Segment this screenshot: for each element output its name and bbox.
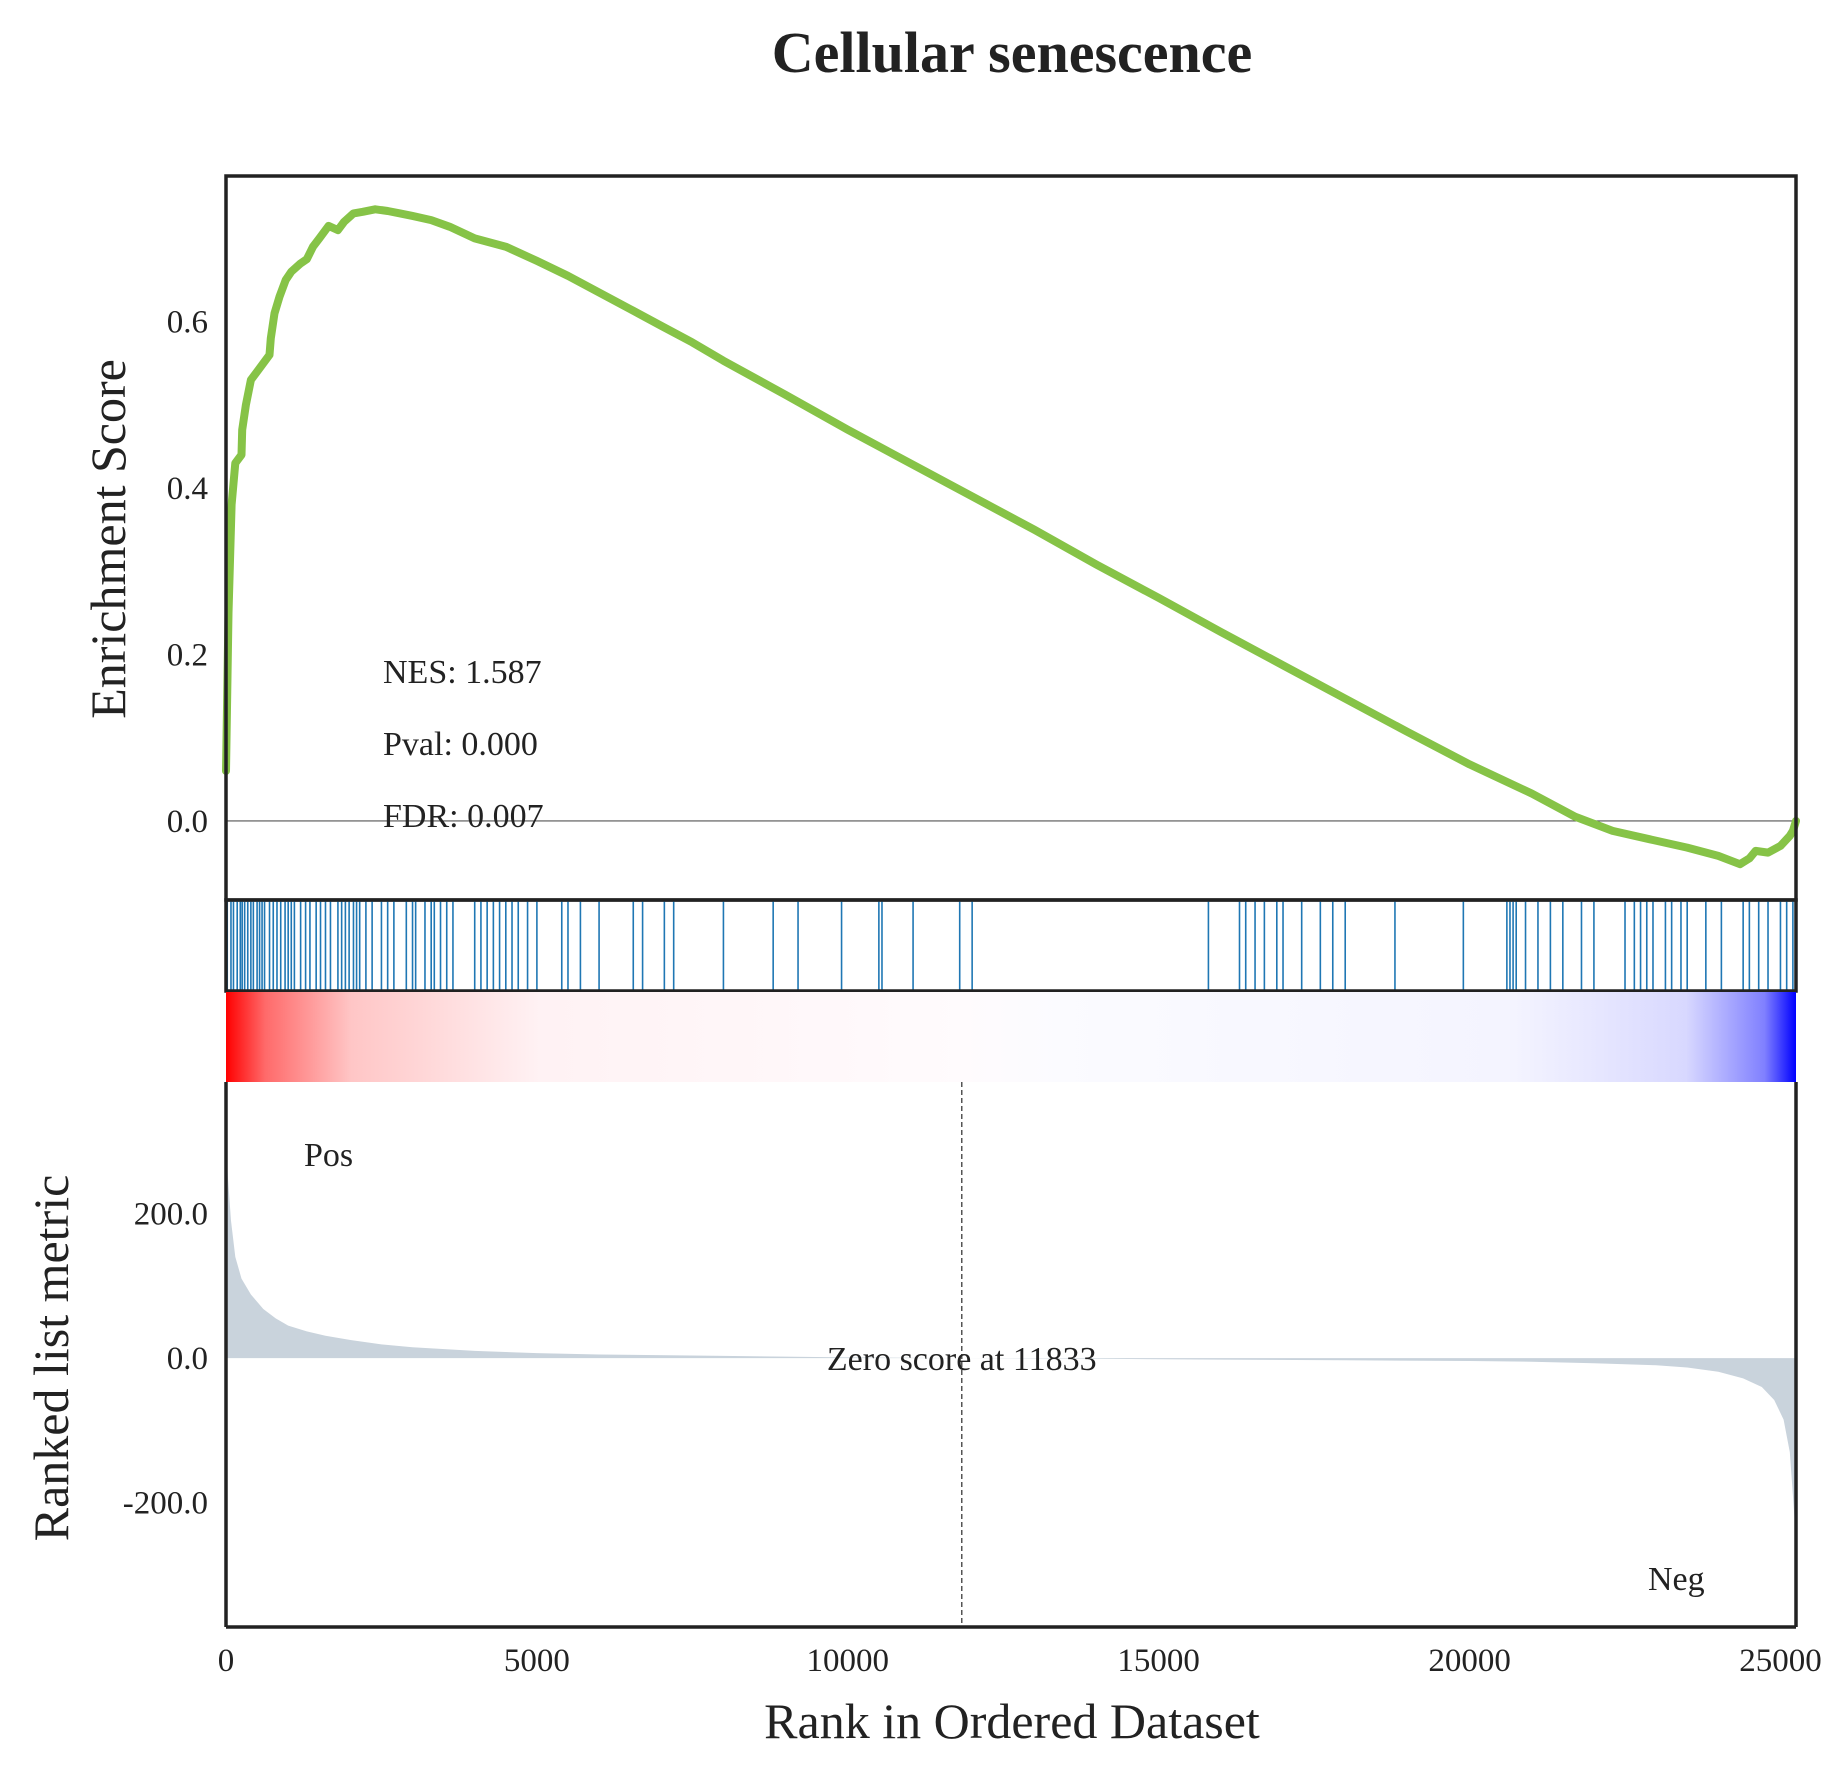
ranked-metric-area xyxy=(226,1141,1796,1539)
pval-label: Pval: 0.000 xyxy=(383,726,538,763)
hit-marks xyxy=(226,900,1794,991)
nes-label: NES: 1.587 xyxy=(383,654,542,691)
metric-panel: Ranked list metric -200.0 0.0 200.0 Zero s… xyxy=(23,1082,1798,1629)
x-axis-title: Rank in Ordered Dataset xyxy=(764,1693,1260,1749)
hit-strip-frame xyxy=(224,898,1798,993)
x-tick-label: 20000 xyxy=(1428,1643,1511,1679)
metric-y-tick-label: 200.0 xyxy=(134,1197,208,1233)
enrichment-score-line xyxy=(222,205,1800,869)
metric-y-axis-title: Ranked list metric xyxy=(23,1175,79,1542)
neg-label: Neg xyxy=(1648,1561,1705,1598)
enrichment-y-tick-label: 0.4 xyxy=(167,471,208,507)
x-tick-label: 15000 xyxy=(1117,1643,1200,1679)
x-tick-label: 10000 xyxy=(807,1643,890,1679)
enrichment-y-tick-label: 0.0 xyxy=(167,804,208,840)
enrichment-y-tick-label: 0.6 xyxy=(167,305,208,341)
metric-y-tick-label: -200.0 xyxy=(123,1486,208,1522)
enrichment-y-axis-title: Enrichment Score xyxy=(80,359,136,719)
hit-strip xyxy=(224,898,1798,993)
x-tick-label: 5000 xyxy=(504,1643,570,1679)
rank-color-bar xyxy=(226,992,1796,1082)
enrichment-panel: Enrichment Score 0.0 0.2 0.4 0.6 NES: 1.587… xyxy=(80,174,1800,902)
enrichment-frame xyxy=(224,174,1798,902)
enrichment-axis-ticks: 0.0 0.2 0.4 0.6 xyxy=(167,305,1796,840)
x-axis-ticks: 0 5000 10000 15000 20000 25000 xyxy=(218,1643,1822,1679)
enrichment-y-tick-label: 0.2 xyxy=(167,638,208,674)
zero-score-label: Zero score at 11833 xyxy=(827,1341,1097,1378)
fdr-label: FDR: 0.007 xyxy=(383,798,544,835)
pos-label: Pos xyxy=(304,1137,353,1174)
x-tick-label: 0 xyxy=(218,1643,235,1679)
chart-title: Cellular senescence xyxy=(772,20,1253,85)
metric-axis-ticks: -200.0 0.0 200.0 xyxy=(123,1197,208,1522)
metric-y-tick-label: 0.0 xyxy=(167,1341,208,1377)
x-tick-label: 25000 xyxy=(1739,1643,1822,1679)
